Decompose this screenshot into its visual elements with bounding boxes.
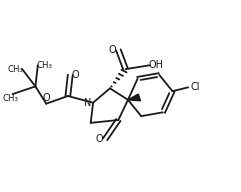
Text: OH: OH [148,60,163,70]
Text: O: O [95,134,103,144]
Text: CH₃: CH₃ [37,61,53,70]
Text: CH₃: CH₃ [2,94,18,103]
Polygon shape [128,94,141,101]
Text: N: N [84,98,92,108]
Text: O: O [108,45,116,55]
Text: Cl: Cl [190,82,200,92]
Text: CH₃: CH₃ [7,65,23,74]
Text: O: O [42,93,50,103]
Text: O: O [71,70,79,80]
